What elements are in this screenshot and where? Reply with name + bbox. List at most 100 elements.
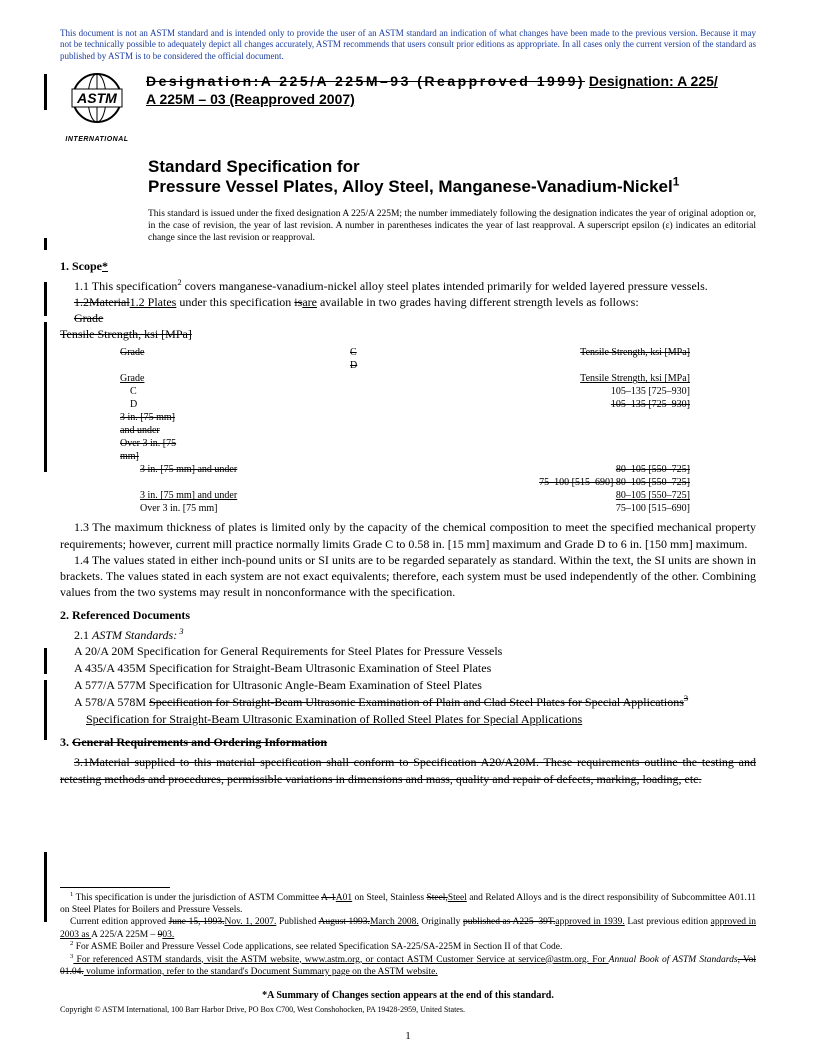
fn1new1: A01 bbox=[336, 893, 352, 903]
fn1d: Current edition approved bbox=[70, 917, 169, 927]
change-bar bbox=[44, 322, 47, 472]
ref-4: A 578/A 578M Specification for Straight-… bbox=[74, 694, 756, 728]
footnote-rule bbox=[60, 887, 170, 888]
s2-1-ital: ASTM Standards: bbox=[92, 628, 177, 642]
s1-1a: 1.1 This specification bbox=[74, 279, 177, 293]
section-2-head: 2. Referenced Documents bbox=[60, 608, 756, 623]
tbl-d-old: D bbox=[350, 360, 357, 371]
fn1olde1: August 1993. bbox=[319, 917, 370, 927]
astm-logo: ASTM INTERNATIONAL bbox=[60, 72, 134, 143]
tbl-dsub1-ts-old: 80–105 [550–725] bbox=[616, 464, 690, 475]
s3-1-old: 3.1Material supplied to this material sp… bbox=[60, 754, 756, 786]
designation-new-2: A 225M – 03 (Reapproved 2007) bbox=[146, 91, 355, 107]
tbl-dsub2-old: Over 3 in. [75 mm] bbox=[120, 437, 180, 463]
designation-old: Designation:A 225/A 225M–93 (Reapproved … bbox=[146, 73, 585, 89]
tbl-dsub1-old: 3 in. [75 mm] and under bbox=[120, 411, 180, 437]
s1-2-end: available in two grades having different… bbox=[317, 295, 639, 309]
fn1f: Originally bbox=[419, 917, 463, 927]
tbl-hdr-grade-old: Grade bbox=[120, 347, 144, 358]
fn1newh: 03. bbox=[162, 930, 174, 940]
fn1oldf: published as A225–39T. bbox=[463, 917, 555, 927]
ref4-old-sup: 3 bbox=[684, 694, 688, 703]
ref-3: A 577/A 577M Specification for Ultrasoni… bbox=[74, 677, 756, 694]
s3-old-title: General Requirements and Ordering Inform… bbox=[72, 735, 327, 749]
s2-1-sup: 3 bbox=[177, 627, 183, 636]
s1-1: 1.1 This specification2 covers manganese… bbox=[60, 278, 756, 294]
footnote-1b: Current edition approved June 15, 1993.N… bbox=[60, 916, 756, 941]
fn1a: This specification is under the jurisdic… bbox=[73, 893, 321, 903]
logo-caption: INTERNATIONAL bbox=[60, 136, 134, 143]
tbl-d-new: D bbox=[130, 399, 137, 410]
tbl-hdr-ts-new: Tensile Strength, ksi [MPa] bbox=[580, 373, 690, 384]
footnote-3: 3 For referenced ASTM standards, visit t… bbox=[60, 954, 756, 979]
section-3-head: 3. General Requirements and Ordering Inf… bbox=[60, 735, 756, 750]
tbl-dsub1-s: 3 in. [75 mm] and under bbox=[140, 464, 237, 475]
change-bar bbox=[44, 648, 47, 674]
title-line2: Pressure Vessel Plates, Alloy Steel, Man… bbox=[148, 177, 673, 196]
fn1b: on Steel, Stainless bbox=[352, 893, 426, 903]
s2-1: 2.1 ASTM Standards: 3 bbox=[60, 627, 756, 643]
tbl-hdr-grade-new: Grade bbox=[120, 373, 144, 384]
fn1h: A 225/A 225M – bbox=[91, 930, 158, 940]
ref4a: A 578/A 578M bbox=[74, 695, 149, 709]
s1-4: 1.4 The values stated in either inch-pou… bbox=[60, 552, 756, 601]
designation-new-1: Designation: A 225/ bbox=[589, 73, 718, 89]
fn1newd1: Nov. 1, 2007. bbox=[224, 917, 276, 927]
fn2-text: For ASME Boiler and Pressure Vessel Code… bbox=[73, 942, 562, 952]
change-bar bbox=[44, 238, 47, 250]
tbl-c-new: C bbox=[130, 386, 137, 397]
fn1g: Last previous edition bbox=[625, 917, 711, 927]
s3-num: 3. bbox=[60, 735, 72, 749]
title-block: Standard Specification for Pressure Vess… bbox=[148, 157, 756, 198]
s1-2-mid: under this specification bbox=[176, 295, 294, 309]
change-bar bbox=[44, 852, 47, 922]
tbl-dsub2-new: Over 3 in. [75 mm] bbox=[140, 503, 218, 514]
fn1newe1: March 2008. bbox=[370, 917, 419, 927]
page-number: 1 bbox=[405, 1030, 411, 1042]
copyright: Copyright © ASTM International, 100 Barr… bbox=[60, 1005, 756, 1014]
s1-2-is-new: are bbox=[302, 295, 317, 309]
change-bar bbox=[44, 74, 47, 110]
spec-title: Standard Specification for Pressure Vess… bbox=[148, 157, 756, 198]
fn1oldd1: June 15, 1993. bbox=[169, 917, 225, 927]
issuance-note: This standard is issued under the fixed … bbox=[148, 208, 756, 245]
s2-1-num: 2.1 bbox=[74, 628, 92, 642]
fn1old1: A-1 bbox=[321, 893, 336, 903]
ref4-new: Specification for Straight-Beam Ultrason… bbox=[86, 712, 582, 726]
s1-2: 1.2Material1.2 Plates under this specifi… bbox=[60, 294, 756, 310]
old-grade-headers: Grade Tensile Strength, ksi [MPa] bbox=[60, 310, 756, 342]
tbl-dsub1-ts-new: 80–105 [550–725] bbox=[616, 490, 690, 501]
change-bar bbox=[44, 282, 47, 316]
summary-note: *A Summary of Changes section appears at… bbox=[60, 990, 756, 1001]
title-line1: Standard Specification for bbox=[148, 157, 360, 176]
footnote-1: 1 This specification is under the jurisd… bbox=[60, 892, 756, 917]
tbl-hdr-ts-old: Tensile Strength, ksi [MPa] bbox=[580, 347, 690, 358]
fn3newa: volume information, refer to the standar… bbox=[84, 967, 438, 977]
disclaimer-text: This document is not an ASTM standard an… bbox=[60, 28, 756, 62]
header-row: ASTM INTERNATIONAL Designation:A 225/A 2… bbox=[60, 72, 756, 143]
s1-2-new: 1.2 Plates bbox=[130, 295, 177, 309]
ref-2: A 435/A 435M Specification for Straight-… bbox=[74, 660, 756, 677]
s1-3: 1.3 The maximum thickness of plates is l… bbox=[60, 519, 756, 551]
s1-head-text: 1. Scope bbox=[60, 259, 102, 273]
fn3i: Annual Book of ASTM Standards bbox=[609, 955, 738, 965]
fn1e: Published bbox=[276, 917, 318, 927]
tbl-dsub2-ts-new: 75–100 [515–690] bbox=[616, 503, 690, 514]
tbl-c-old: C bbox=[350, 347, 357, 358]
ref-list: A 20/A 20M Specification for General Req… bbox=[74, 643, 756, 727]
footnote-2: 2 For ASME Boiler and Pressure Vessel Co… bbox=[60, 941, 756, 953]
tbl-ts-c: 105–135 [725–930] bbox=[611, 386, 690, 397]
tbl-dsub1-ts-old2: 75–100 [515–690] 80–105 [550–725] bbox=[539, 477, 690, 488]
change-bar bbox=[44, 680, 47, 740]
designation-block: Designation:A 225/A 225M–93 (Reapproved … bbox=[146, 72, 718, 108]
s1-asterisk: * bbox=[102, 259, 108, 273]
fn1old2: Steel, bbox=[426, 893, 447, 903]
svg-text:ASTM: ASTM bbox=[76, 90, 117, 106]
title-sup: 1 bbox=[673, 174, 680, 188]
old-grade-hdr: Grade bbox=[74, 311, 103, 325]
tbl-ts-d-old: 105–135 [725–930] bbox=[611, 399, 690, 410]
ref-1: A 20/A 20M Specification for General Req… bbox=[74, 643, 756, 660]
fn3a: For referenced ASTM standards, visit the… bbox=[73, 955, 608, 965]
old-ts-hdr: Tensile Strength, ksi [MPa] bbox=[60, 327, 192, 341]
ref4-old: Specification for Straight-Beam Ultrason… bbox=[149, 695, 684, 709]
